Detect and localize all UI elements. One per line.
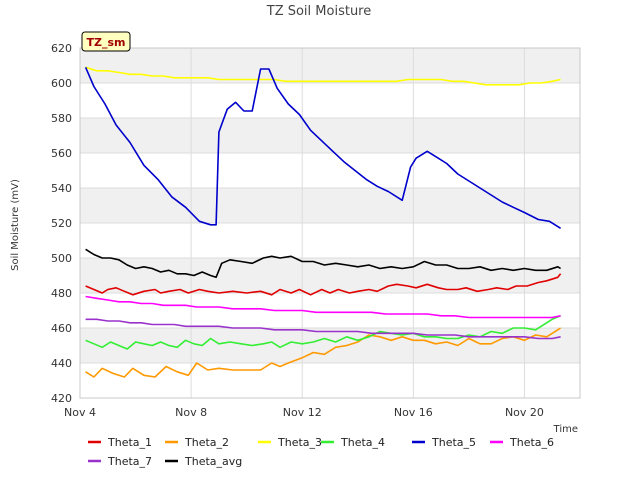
legend-label: Theta_5 (431, 436, 476, 449)
series-line-theta-7 (85, 318, 561, 340)
legend-item-theta-4: Theta_4 (321, 436, 385, 449)
legend-label: Theta_4 (340, 436, 385, 449)
y-tick-label: 580 (51, 112, 72, 125)
legend-item-theta-avg: Theta_avg (165, 455, 242, 468)
series-line-theta-2 (85, 327, 562, 378)
legend-label: Theta_1 (107, 436, 152, 449)
y-tick-label: 460 (51, 322, 72, 335)
background-band (80, 328, 580, 363)
y-tick-label: 440 (51, 357, 72, 370)
x-tick-label: Nov 16 (394, 406, 433, 419)
series-line-theta-5 (84, 66, 562, 229)
series-line-theta-6 (85, 295, 561, 319)
y-tick-label: 600 (51, 77, 72, 90)
y-tick-label: 540 (51, 182, 72, 195)
background-band (80, 118, 580, 153)
y-tick-label: 620 (51, 42, 72, 55)
background-band (80, 188, 580, 223)
x-tick-label: Nov 8 (175, 406, 207, 419)
x-tick-label: Nov 20 (505, 406, 544, 419)
legend-item-theta-3: Theta_3 (258, 436, 322, 449)
y-axis-label: Soil Moisture (mV) (10, 179, 21, 271)
legend-label: Theta_6 (509, 436, 554, 449)
legend-label: Theta_7 (107, 455, 152, 468)
legend-label: Theta_2 (184, 436, 229, 449)
legend-item-theta-1: Theta_1 (88, 436, 152, 449)
legend-item-theta-7: Theta_7 (88, 455, 152, 468)
legend-label: Theta_avg (184, 455, 242, 468)
x-axis-label: Time (553, 424, 578, 435)
y-tick-label: 560 (51, 147, 72, 160)
background-band (80, 258, 580, 293)
legend-item-theta-6: Theta_6 (490, 436, 554, 449)
legend-label: Theta_3 (277, 436, 322, 449)
x-tick-label: Nov 12 (283, 406, 322, 419)
tz-sm-badge: TZ_sm (81, 31, 131, 52)
y-tick-label: 500 (51, 252, 72, 265)
series-line-theta-3 (85, 66, 561, 86)
series-line-theta-1 (85, 273, 562, 296)
y-tick-label: 480 (51, 287, 72, 300)
legend-item-theta-5: Theta_5 (412, 436, 476, 449)
y-tick-label: 520 (51, 217, 72, 230)
series-line-theta-avg (85, 248, 562, 279)
plot-frame (79, 47, 581, 399)
legend: Theta_1 Theta_2 Theta_3 Theta_4 Theta_5 Theta… (88, 436, 554, 468)
x-tick-label: Nov 4 (64, 406, 96, 419)
y-tick-label: 420 (51, 392, 72, 405)
badge-label: TZ_sm (87, 36, 126, 49)
legend-item-theta-2: Theta_2 (165, 436, 229, 449)
chart-title: TZ Soil Moisture (266, 4, 372, 19)
background-band (80, 48, 580, 83)
badge-box (81, 31, 131, 52)
